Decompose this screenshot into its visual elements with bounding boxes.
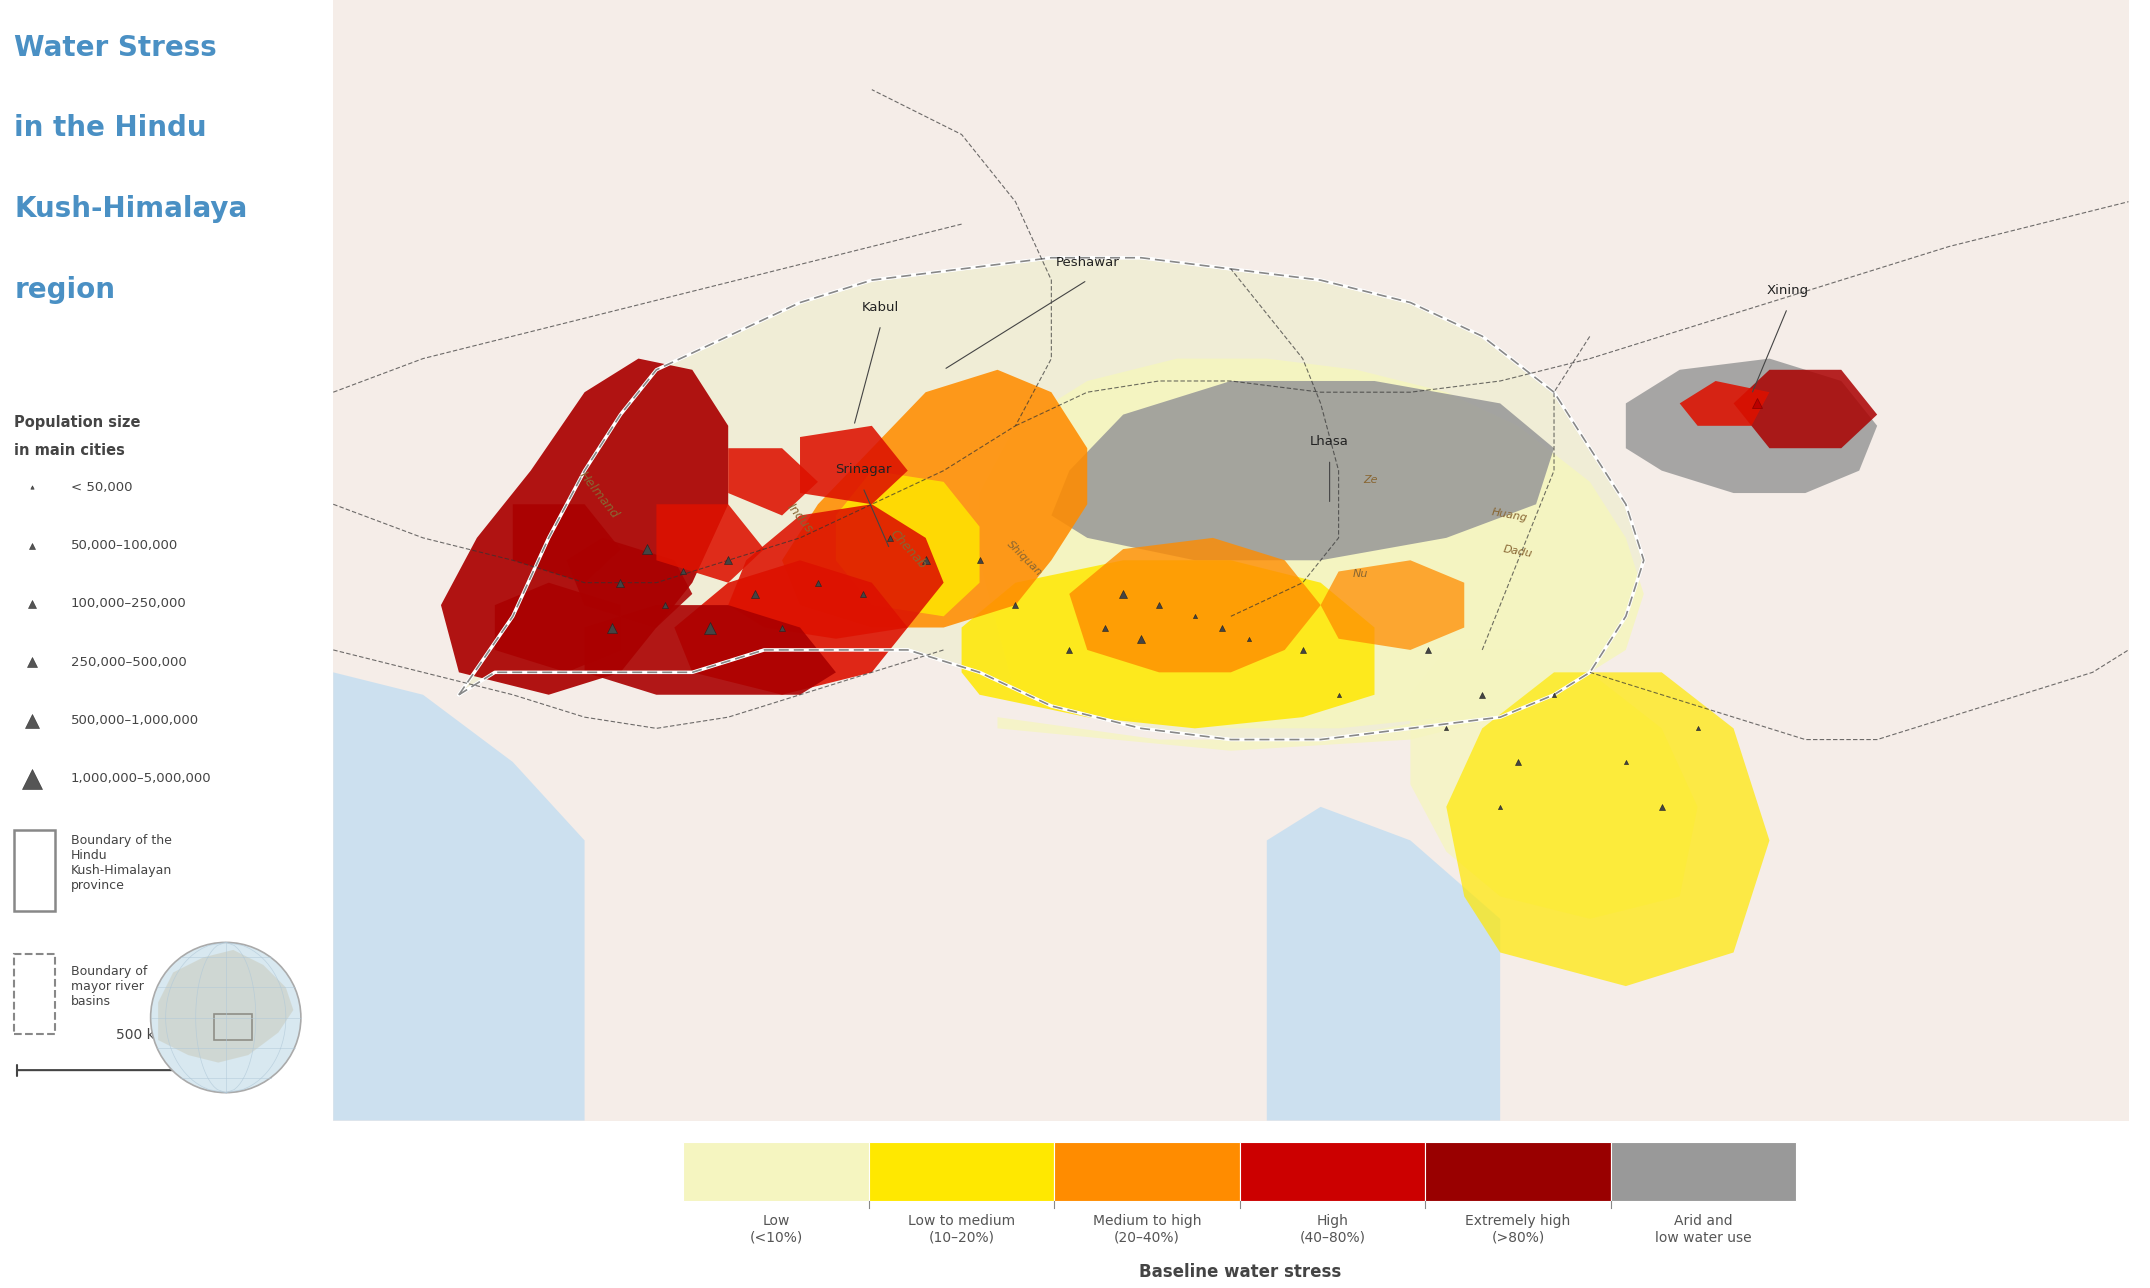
Polygon shape — [512, 504, 621, 582]
Bar — [684, 1142, 869, 1200]
Polygon shape — [656, 504, 763, 582]
Bar — [15, 953, 56, 1034]
Text: 1,000,000–5,000,000: 1,000,000–5,000,000 — [71, 773, 211, 786]
Polygon shape — [998, 672, 1554, 751]
Text: Shiquan: Shiquan — [1004, 538, 1045, 577]
Bar — [1054, 1142, 1241, 1200]
Text: in the Hindu: in the Hindu — [15, 115, 206, 142]
Polygon shape — [1625, 358, 1877, 493]
Polygon shape — [333, 0, 2128, 1121]
Polygon shape — [1266, 806, 1501, 1121]
Text: Baseline water stress: Baseline water stress — [1140, 1264, 1342, 1282]
Text: 500 km: 500 km — [116, 1028, 168, 1042]
Text: 100,000–250,000: 100,000–250,000 — [71, 598, 187, 611]
Text: Indus: Indus — [785, 500, 815, 535]
Text: 500,000–1,000,000: 500,000–1,000,000 — [71, 714, 200, 726]
Text: Population size: Population size — [15, 415, 140, 430]
Polygon shape — [494, 582, 621, 672]
Text: Kush-Himalaya: Kush-Himalaya — [15, 194, 247, 223]
Polygon shape — [159, 951, 292, 1063]
Polygon shape — [1447, 672, 1769, 987]
Text: region: region — [15, 276, 116, 304]
Bar — [1241, 1142, 1425, 1200]
Text: Peshawar: Peshawar — [1056, 256, 1120, 269]
Polygon shape — [980, 358, 1645, 729]
Polygon shape — [441, 358, 729, 694]
Bar — [1425, 1142, 1610, 1200]
Polygon shape — [1679, 381, 1769, 426]
Text: in main cities: in main cities — [15, 443, 125, 457]
Polygon shape — [961, 560, 1374, 729]
Polygon shape — [1410, 650, 1698, 918]
Polygon shape — [729, 448, 817, 515]
Text: Low to medium
(10–20%): Low to medium (10–20%) — [907, 1215, 1015, 1244]
Text: 250,000–500,000: 250,000–500,000 — [71, 656, 187, 668]
Text: Huang: Huang — [1490, 507, 1529, 523]
Polygon shape — [585, 605, 836, 694]
Text: Water Stress: Water Stress — [15, 33, 217, 62]
Text: Kabul: Kabul — [862, 301, 899, 314]
Polygon shape — [1481, 650, 2092, 1121]
Circle shape — [151, 943, 301, 1092]
Polygon shape — [1374, 90, 2128, 560]
Bar — [869, 1142, 1054, 1200]
Polygon shape — [548, 538, 1357, 1121]
Text: Nu: Nu — [1352, 569, 1367, 578]
Text: High
(40–80%): High (40–80%) — [1299, 1215, 1365, 1244]
Bar — [1610, 1142, 1797, 1200]
Bar — [15, 831, 56, 911]
Bar — [215, 1014, 252, 1041]
Polygon shape — [568, 538, 692, 627]
Text: Srinagar: Srinagar — [834, 464, 890, 477]
Text: Helmand: Helmand — [576, 469, 621, 522]
Text: Ze: Ze — [1363, 474, 1378, 484]
Text: Boundary of the
Hindu
Kush-Himalayan
province: Boundary of the Hindu Kush-Himalayan pro… — [71, 833, 172, 891]
Text: Boundary of
mayor river
basins: Boundary of mayor river basins — [71, 965, 148, 1007]
Polygon shape — [333, 672, 585, 1121]
Polygon shape — [800, 426, 907, 504]
Text: Medium to high
(20–40%): Medium to high (20–40%) — [1092, 1215, 1202, 1244]
Text: Low
(<10%): Low (<10%) — [750, 1215, 802, 1244]
Polygon shape — [1320, 560, 1464, 650]
Polygon shape — [1051, 381, 1554, 560]
Text: 50,000–100,000: 50,000–100,000 — [71, 540, 178, 553]
Polygon shape — [783, 370, 1088, 627]
Text: Chenab: Chenab — [888, 527, 929, 571]
Text: Xining: Xining — [1767, 283, 1808, 298]
Text: Lhasa: Lhasa — [1309, 435, 1348, 448]
Text: Extremely high
(>80%): Extremely high (>80%) — [1466, 1215, 1572, 1244]
Polygon shape — [1069, 538, 1320, 672]
Polygon shape — [458, 258, 1645, 739]
Polygon shape — [675, 560, 907, 694]
Polygon shape — [333, 134, 1015, 560]
Polygon shape — [1733, 370, 1877, 448]
Polygon shape — [836, 470, 980, 617]
Polygon shape — [729, 504, 944, 639]
Polygon shape — [333, 504, 585, 806]
Text: Dadu: Dadu — [1503, 544, 1533, 559]
Text: Arid and
low water use: Arid and low water use — [1656, 1215, 1752, 1244]
Text: < 50,000: < 50,000 — [71, 480, 133, 493]
